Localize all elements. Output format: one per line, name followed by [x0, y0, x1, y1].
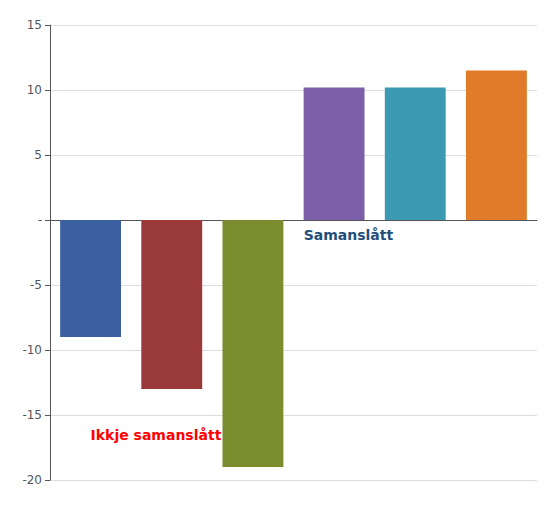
svg-text:-10: -10: [22, 343, 42, 357]
svg-text:-: -: [38, 213, 42, 227]
svg-text:Ikkje samanslått: Ikkje samanslått: [91, 427, 222, 443]
svg-text:5: 5: [34, 148, 42, 162]
svg-text:15: 15: [27, 18, 42, 32]
svg-text:Samanslått: Samanslått: [304, 227, 394, 243]
svg-text:-20: -20: [22, 473, 42, 487]
svg-text:-15: -15: [22, 408, 42, 422]
svg-text:-5: -5: [30, 278, 42, 292]
svg-text:10: 10: [27, 83, 42, 97]
